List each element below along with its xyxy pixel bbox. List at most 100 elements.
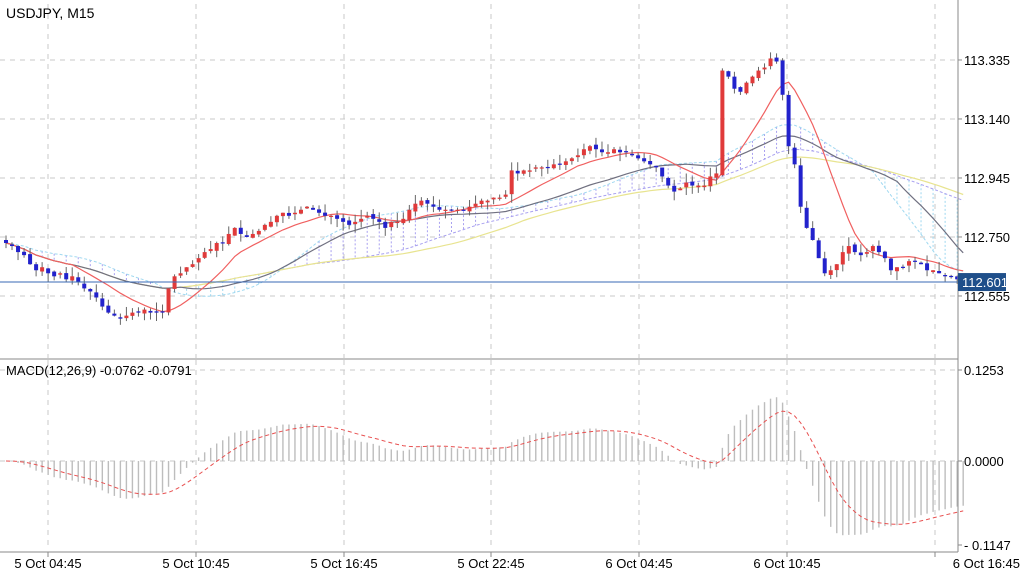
candle (425, 197, 430, 211)
x-tick-label: 5 Oct 16:45 (310, 556, 377, 571)
candle-body (311, 207, 316, 210)
candle-body (184, 267, 189, 272)
x-tick-label: 6 Oct 16:45 (953, 556, 1020, 571)
candle (305, 205, 309, 209)
candle (533, 164, 538, 172)
candle (937, 261, 942, 274)
candle (618, 146, 623, 162)
candle-body (907, 261, 911, 266)
candle-body (4, 240, 8, 244)
candle-body (268, 221, 273, 227)
candle-body (94, 292, 99, 298)
candle (136, 307, 141, 317)
candle (551, 159, 556, 170)
candle-body (58, 273, 63, 275)
candle (112, 309, 117, 317)
candle (714, 167, 719, 185)
candle-body (280, 212, 285, 217)
candle (160, 304, 165, 319)
candle (467, 199, 472, 216)
candle-body (630, 153, 635, 156)
candle-body (569, 158, 574, 162)
candle-body (46, 268, 51, 274)
candle-body (624, 151, 629, 153)
candle (371, 209, 376, 225)
candle-body (822, 258, 827, 274)
candle-body (82, 283, 87, 289)
macd-tick-label: - 0.1147 (964, 538, 1011, 553)
candle (852, 242, 857, 255)
candle-body (660, 167, 665, 177)
candle-body (545, 166, 550, 169)
candle (22, 248, 27, 258)
candle (768, 52, 773, 70)
candle (744, 81, 749, 95)
candle-body (329, 215, 334, 217)
candle (341, 214, 346, 231)
candle-body (858, 252, 863, 256)
candle (756, 66, 761, 81)
candle (323, 204, 328, 221)
candle (389, 221, 394, 231)
candle-body (100, 298, 105, 307)
candle-body (160, 311, 165, 313)
candle (88, 288, 93, 300)
candle-body (925, 263, 930, 271)
candle (100, 292, 105, 311)
candle (708, 167, 713, 192)
candle (497, 194, 502, 201)
candle-body (527, 170, 532, 172)
candle-body (437, 207, 442, 210)
y-tick-label: 112.945 (964, 171, 1010, 186)
candle-body (864, 252, 869, 254)
candle-body (497, 197, 502, 199)
candle-body (949, 275, 954, 278)
candle-body (130, 312, 135, 316)
candle-body (648, 161, 653, 165)
candle-body (612, 149, 617, 154)
candle (244, 230, 249, 238)
candle (262, 223, 267, 232)
candle-body (467, 206, 472, 212)
candle-body (148, 310, 153, 313)
candle-body (587, 146, 592, 151)
candle-body (124, 315, 129, 319)
candle (40, 262, 45, 276)
candle-body (515, 170, 520, 174)
candle (521, 169, 526, 176)
candle-body (539, 167, 544, 169)
candle-body (202, 252, 207, 258)
candle (919, 261, 924, 265)
candle-body (491, 197, 496, 200)
macd-signal-line (5, 410, 964, 525)
candle (202, 247, 207, 259)
candle (870, 244, 875, 259)
candle-body (521, 170, 526, 174)
candle (882, 250, 887, 263)
candle (822, 251, 827, 277)
candle-body (449, 209, 454, 211)
candle (335, 210, 340, 228)
candle (449, 208, 454, 212)
candle (786, 90, 791, 155)
kumo-cloud (5, 124, 964, 297)
candle (858, 244, 863, 262)
candle-body (395, 221, 400, 224)
candle (563, 158, 568, 171)
candle (479, 198, 484, 208)
candle-body (142, 309, 147, 314)
candle (509, 162, 514, 203)
candle-body (599, 149, 604, 153)
candle (311, 205, 316, 211)
candle-body (292, 212, 297, 215)
candle (606, 144, 610, 157)
candle (196, 254, 201, 271)
candle (365, 211, 370, 219)
candle (359, 209, 364, 228)
candle-body (238, 227, 243, 234)
candle (828, 265, 833, 280)
candle (774, 53, 779, 64)
candle-body (509, 170, 514, 195)
candle (52, 270, 57, 281)
candle-body (88, 288, 93, 292)
